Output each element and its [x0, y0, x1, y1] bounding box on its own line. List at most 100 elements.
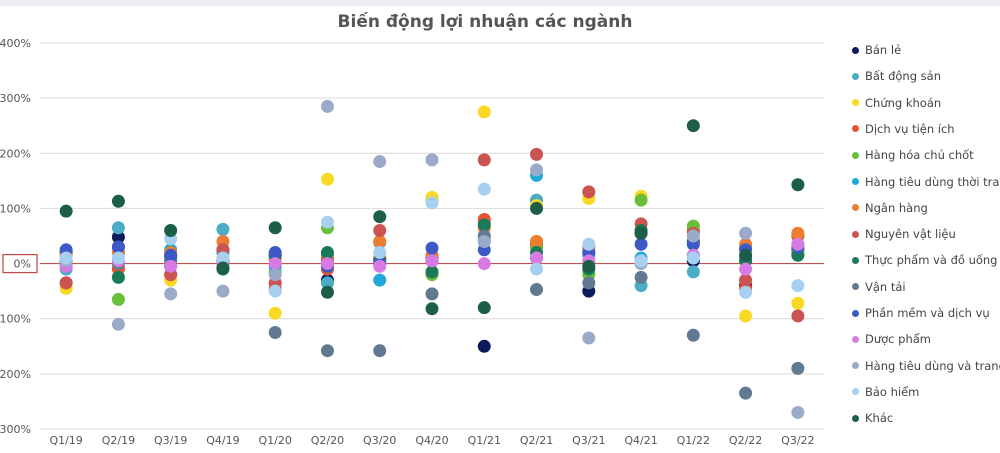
data-point — [320, 172, 334, 186]
data-point — [791, 226, 805, 240]
data-point — [373, 210, 387, 224]
data-point — [268, 257, 282, 271]
legend-marker — [852, 362, 859, 370]
top-band — [0, 0, 1000, 6]
data-point — [320, 276, 334, 290]
x-tick-label: Q2/19 — [102, 434, 135, 447]
x-tick-label: Q1/19 — [49, 434, 82, 447]
data-point — [791, 178, 805, 192]
data-point — [268, 284, 282, 298]
legend-label: Khác — [865, 411, 894, 426]
data-point — [216, 222, 230, 236]
x-tick-label: Q2/20 — [311, 434, 344, 447]
data-point — [111, 230, 125, 244]
x-tick-label: Q3/22 — [781, 434, 814, 447]
data-point — [216, 261, 230, 275]
data-point — [164, 248, 178, 262]
legend-item: Chứng khoán — [852, 94, 941, 112]
data-point — [791, 237, 805, 251]
data-point — [268, 246, 282, 260]
data-point — [373, 273, 387, 287]
data-point — [111, 251, 125, 265]
legend-item: Dịch vụ tiện ích — [852, 120, 955, 138]
legend-label: Thực phẩm và đồ uống — [865, 253, 998, 268]
legend-marker — [852, 283, 859, 291]
legend-marker — [852, 72, 859, 80]
legend-label: Nguyên vật liệu — [865, 227, 956, 242]
legend-label: Phần mềm và dịch vụ — [865, 306, 990, 320]
data-point — [477, 153, 491, 167]
data-point — [791, 279, 805, 293]
data-point — [111, 194, 125, 208]
legend-item: Dược phẩm — [852, 330, 931, 348]
legend-marker — [852, 125, 859, 133]
data-point — [373, 259, 387, 273]
data-point — [739, 273, 753, 287]
data-point — [739, 309, 753, 323]
data-point — [530, 201, 544, 215]
data-point — [216, 251, 230, 265]
data-point — [59, 251, 73, 265]
data-point — [111, 317, 125, 331]
data-point — [425, 254, 439, 268]
data-point — [164, 259, 178, 273]
data-point — [164, 287, 178, 301]
legend-marker — [852, 335, 859, 343]
legend-label: Hàng hóa chủ chốt — [865, 148, 974, 163]
data-point — [530, 282, 544, 296]
y-tick-label: 300% — [0, 92, 31, 105]
legend-label: Ngân hàng — [865, 200, 928, 215]
data-point — [477, 105, 491, 119]
data-point — [739, 386, 753, 400]
data-point — [634, 254, 648, 268]
legend-item: Bảo hiểm — [852, 383, 919, 401]
legend-marker — [852, 178, 859, 185]
data-point — [111, 240, 125, 254]
legend-label: Bất động sản — [865, 69, 942, 84]
data-point — [425, 287, 439, 301]
data-point — [739, 226, 753, 240]
legend-item: Phần mềm và dịch vụ — [852, 304, 990, 322]
data-point — [477, 235, 491, 249]
y-tick-label: 0% — [14, 258, 31, 271]
legend-marker — [852, 309, 859, 317]
data-point — [791, 296, 805, 310]
data-point — [373, 235, 387, 249]
y-tick-label: 100% — [0, 202, 31, 215]
legend-label: Bảo hiểm — [865, 384, 920, 399]
legend-item: Thực phẩm và đồ uống — [852, 251, 998, 269]
legend-marker — [852, 388, 859, 396]
data-point — [373, 344, 387, 358]
legend-marker — [852, 46, 859, 54]
data-point — [477, 257, 491, 271]
data-point — [686, 328, 700, 342]
data-point — [320, 215, 334, 229]
data-point — [582, 276, 596, 290]
data-point — [634, 193, 648, 207]
legend-marker — [852, 256, 859, 264]
data-point — [59, 204, 73, 218]
legend-label: Chứng khoán — [865, 95, 942, 110]
data-point — [268, 326, 282, 339]
data-point — [477, 301, 491, 315]
data-point — [686, 229, 700, 243]
legend-item: Bất động sản — [852, 67, 941, 85]
data-point — [477, 182, 491, 196]
legend-label: Bán lẻ — [865, 43, 902, 57]
data-point — [111, 221, 125, 235]
legend-marker — [852, 99, 859, 107]
x-tick-label: Q4/21 — [624, 434, 657, 447]
x-tick-label: Q3/19 — [154, 434, 187, 447]
data-point — [425, 241, 439, 255]
data-point — [739, 248, 753, 262]
data-point — [582, 331, 596, 345]
x-tick-label: Q3/20 — [363, 434, 396, 447]
data-point — [425, 153, 439, 167]
data-point — [268, 268, 282, 282]
data-point — [425, 302, 439, 316]
data-point — [373, 155, 387, 169]
x-tick-label: Q3/21 — [572, 434, 605, 447]
x-tick-label: Q4/19 — [206, 434, 239, 447]
data-point — [739, 285, 753, 299]
